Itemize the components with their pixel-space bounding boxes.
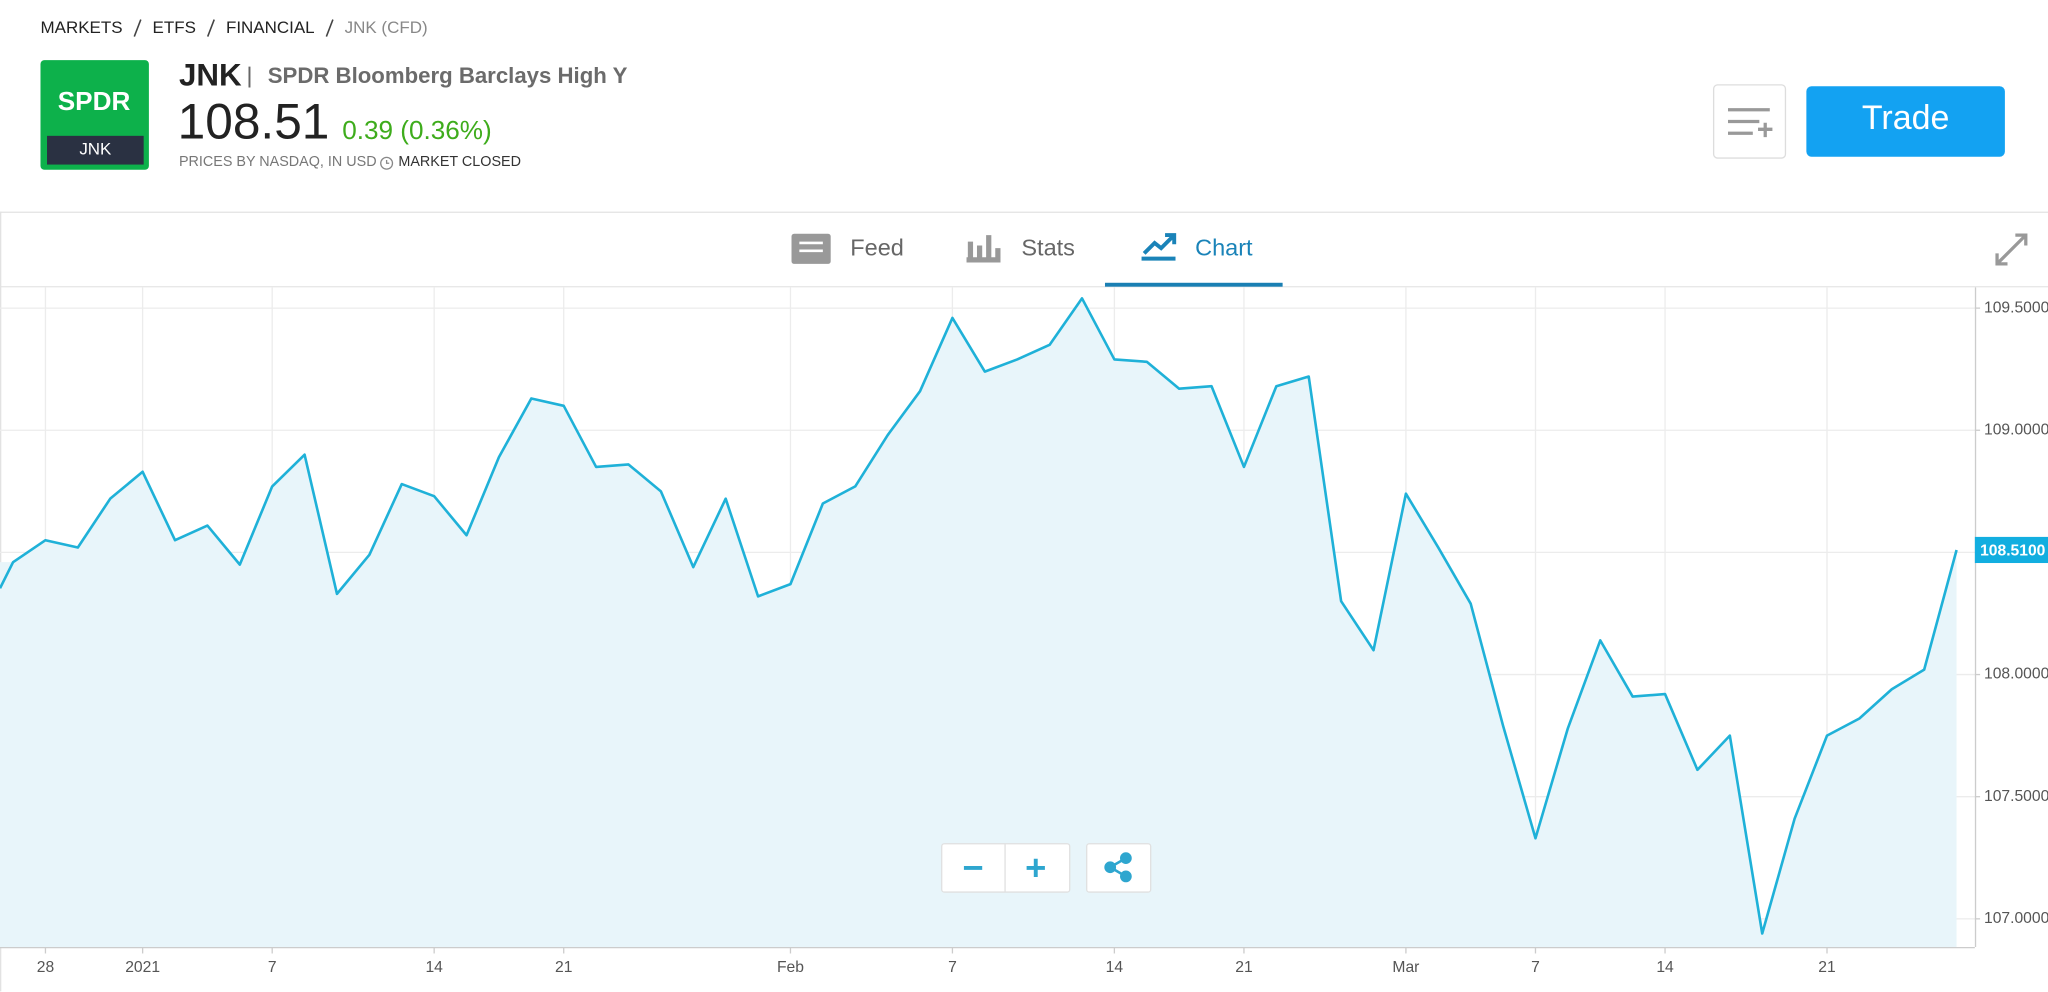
- x-tick-label: Mar: [1392, 959, 1419, 976]
- breadcrumb-item[interactable]: MARKETS: [40, 18, 122, 37]
- x-tick-label: 7: [948, 959, 957, 976]
- symbol: JNK: [179, 57, 242, 92]
- tab-bar: Feed Stats Chart: [791, 233, 1283, 287]
- x-tick-label: 7: [1531, 959, 1540, 976]
- breadcrumb-separator: [133, 19, 142, 37]
- price-change: 0.39 (0.36%): [342, 115, 492, 145]
- breadcrumb-item[interactable]: ETFS: [153, 18, 196, 37]
- logo-title: SPDR: [58, 86, 131, 116]
- zoom-in[interactable]: [1026, 858, 1045, 878]
- trade-button[interactable]: [1806, 86, 2005, 157]
- line: [0, 297, 1958, 935]
- clock-icon: [380, 156, 394, 170]
- tab[interactable]: Chart: [1104, 233, 1283, 287]
- breadcrumb-separator: [206, 19, 215, 37]
- x-tick-label: 28: [37, 959, 55, 976]
- share-box[interactable]: [1086, 843, 1152, 893]
- tab-label[interactable]: Stats: [1021, 235, 1075, 261]
- breadcrumb-item[interactable]: FINANCIAL: [226, 18, 315, 37]
- breadcrumb-separator: [325, 19, 334, 37]
- price-source: PRICES BY NASDAQ, IN USD: [179, 154, 377, 170]
- y-tick-label: 107.0000: [1984, 910, 2048, 927]
- tab-label[interactable]: Chart: [1195, 235, 1253, 261]
- share-node[interactable]: [1119, 870, 1132, 883]
- x-tick-label: 21: [555, 959, 572, 976]
- breadcrumb: MARKETS ETFS FINANCIAL JNK (CFD): [40, 18, 427, 37]
- y-tick-label: 107.5000: [1984, 788, 2048, 805]
- current-price-tag: [1974, 536, 2048, 564]
- tab-icon: [1141, 233, 1177, 261]
- share-node[interactable]: [1104, 861, 1117, 874]
- breadcrumb-item: JNK (CFD): [345, 18, 428, 37]
- instrument-name: SPDR Bloomberg Barclays High Y: [268, 63, 628, 88]
- tab[interactable]: Stats: [966, 235, 1075, 263]
- watchlist-button[interactable]: [1712, 84, 1787, 159]
- x-tick-label: 7: [268, 959, 277, 976]
- share-icon[interactable]: [1104, 852, 1132, 883]
- logo-band: [47, 135, 144, 165]
- y-tick-label: 109.0000: [1984, 421, 2048, 438]
- trade-label[interactable]: Trade: [1862, 99, 1949, 137]
- market-status: MARKET CLOSED: [398, 154, 521, 170]
- current-price-label: 108.5100: [1980, 542, 2046, 559]
- x-tick-label: 14: [425, 959, 443, 976]
- area: [0, 298, 1957, 947]
- x-tick-label: 2021: [125, 959, 160, 976]
- share-node[interactable]: [1119, 852, 1132, 864]
- tab-icon: [799, 241, 823, 253]
- x-tick-label: Feb: [777, 959, 804, 976]
- logo-ticker: JNK: [79, 140, 112, 159]
- expand-icon[interactable]: [1995, 233, 2028, 266]
- x-tick-label: 21: [1818, 959, 1835, 976]
- zoom-controls: [941, 843, 1152, 893]
- price: 108.51: [178, 93, 330, 149]
- x-tick-label: 14: [1656, 959, 1674, 976]
- clock-hand: [385, 160, 390, 164]
- x-tick-label: 14: [1106, 959, 1124, 976]
- y-tick-label: 108.0000: [1984, 666, 2048, 683]
- tab-icon: [791, 233, 831, 264]
- tab-icon: [966, 235, 1001, 263]
- y-tick-label: 109.5000: [1984, 299, 2048, 316]
- watchlist-icon: [1727, 108, 1773, 138]
- x-tick-label: 21: [1235, 959, 1252, 976]
- chart: 28 2021 7 14 21 Feb 7 14 21 Mar 7 14 21 107.0000 107.5…: [0, 287, 2048, 976]
- tab-label[interactable]: Feed: [850, 235, 904, 261]
- tab-underline: [1104, 282, 1283, 287]
- tab[interactable]: Feed: [791, 233, 904, 264]
